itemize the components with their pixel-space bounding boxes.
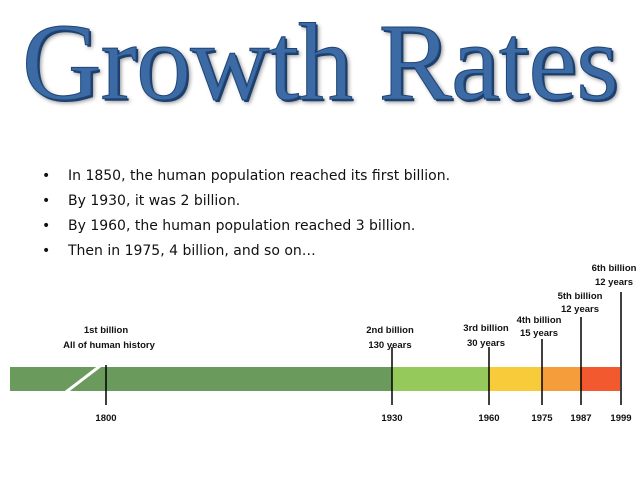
milestone-label-1: 1st billion <box>84 325 129 336</box>
milestone-label-4: 4th billion <box>517 315 562 326</box>
milestone-sublabel-6: 12 years <box>595 277 633 288</box>
timeline-segment-3 <box>489 367 542 391</box>
milestone-sublabel-3: 30 years <box>467 338 505 349</box>
timeline-segment-1 <box>10 367 392 391</box>
bullet-list: • In 1850, the human population reached i… <box>40 164 450 264</box>
slide-title: Growth Rates <box>22 1 620 123</box>
year-label-1930: 1930 <box>381 413 402 424</box>
milestone-label-5: 5th billion <box>558 291 603 302</box>
year-label-1987: 1987 <box>570 413 591 424</box>
bullet-dot-icon: • <box>42 168 51 184</box>
year-label-1800: 1800 <box>95 413 116 424</box>
bullet-dot-icon: • <box>42 193 51 209</box>
timeline-segment-2 <box>392 367 489 391</box>
milestone-sublabel-5: 12 years <box>561 304 599 315</box>
milestone-sublabel-2: 130 years <box>368 340 411 351</box>
bullet-item: • Then in 1975, 4 billion, and so on… <box>40 239 450 264</box>
bullet-dot-icon: • <box>42 243 51 259</box>
milestone-label-3: 3rd billion <box>463 323 509 334</box>
milestone-sublabel-1: All of human history <box>63 340 156 351</box>
population-timeline: 1st billion All of human history 2nd bil… <box>10 263 637 424</box>
milestone-sublabel-4: 15 years <box>520 328 558 339</box>
milestone-label-6: 6th billion <box>592 263 637 274</box>
bullet-item: • In 1850, the human population reached i… <box>40 164 450 189</box>
bullet-text: In 1850, the human population reached it… <box>68 168 451 184</box>
bullet-item: • By 1960, the human population reached 3… <box>40 214 450 239</box>
bullet-text: By 1960, the human population reached 3 … <box>68 218 416 234</box>
bullet-dot-icon: • <box>42 218 51 234</box>
bullet-text: Then in 1975, 4 billion, and so on… <box>68 243 316 259</box>
year-label-1960: 1960 <box>478 413 499 424</box>
time-break-marker <box>65 364 101 394</box>
timeline-segment-4 <box>542 367 581 391</box>
year-label-1999: 1999 <box>610 413 631 424</box>
bullet-text: By 1930, it was 2 billion. <box>68 193 241 209</box>
bullet-item: • By 1930, it was 2 billion. <box>40 189 450 214</box>
timeline-segment-5 <box>581 367 620 391</box>
year-label-1975: 1975 <box>531 413 553 424</box>
milestone-label-2: 2nd billion <box>366 325 414 336</box>
